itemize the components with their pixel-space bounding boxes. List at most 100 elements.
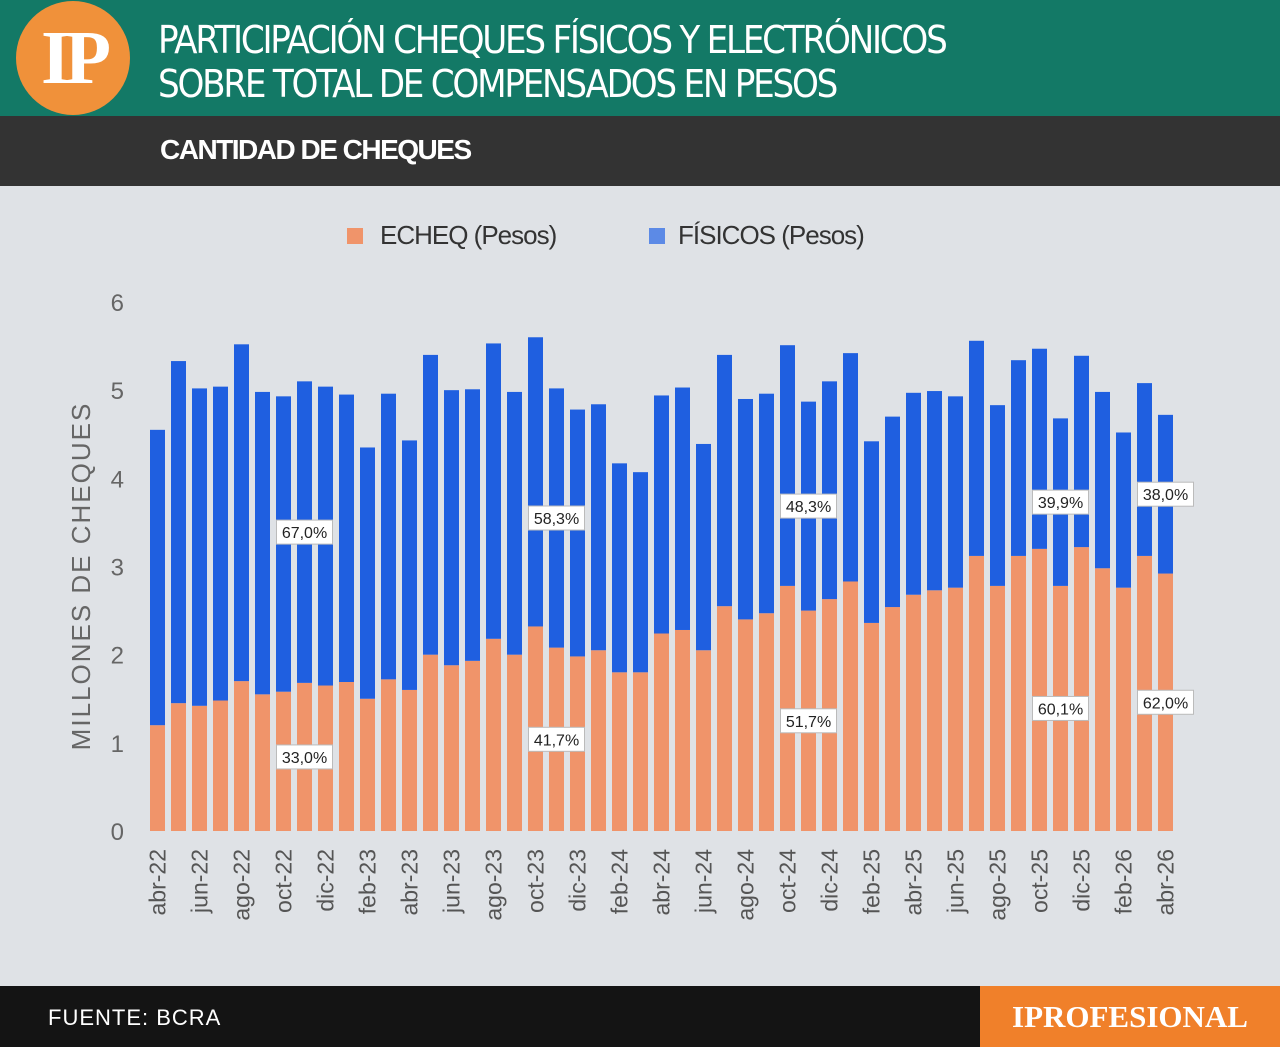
bar-echeq-ene-23 xyxy=(339,681,354,831)
x-tick-label-abr-22: abr-22 xyxy=(145,849,171,915)
x-tick-label-abr-23: abr-23 xyxy=(397,849,423,915)
chart-legend: ECHEQ (Pesos) FÍSICOS (Pesos) xyxy=(0,212,1280,256)
data-label-nov-25-fisicos: 39,9% xyxy=(1032,489,1089,515)
bar-fisicos-feb-23 xyxy=(360,447,375,699)
bar-fisicos-sep-24 xyxy=(759,393,774,614)
bar-echeq-feb-24 xyxy=(612,672,627,831)
bar-fisicos-mar-25 xyxy=(885,416,900,608)
x-tick-label-oct-24: oct-24 xyxy=(775,849,801,913)
bar-echeq-jul-23 xyxy=(465,660,480,831)
data-label-box xyxy=(780,493,837,519)
data-label-box xyxy=(1032,695,1089,721)
chart-title-line-2: SOBRE TOTAL DE COMPENSADOS EN PESOS xyxy=(158,62,838,106)
data-label-nov-22-fisicos: 67,0% xyxy=(276,519,333,545)
bar-echeq-jul-22 xyxy=(213,700,228,831)
x-tick-label-abr-26: abr-26 xyxy=(1153,849,1179,915)
bar-echeq-ene-24 xyxy=(591,650,606,831)
x-tick-label-jun-24: jun-24 xyxy=(691,849,717,914)
bar-echeq-abr-23 xyxy=(402,689,417,831)
bar-echeq-jun-25 xyxy=(948,587,963,831)
bar-fisicos-dic-25 xyxy=(1074,355,1089,548)
bar-fisicos-ago-22 xyxy=(234,344,249,682)
data-label-text: 33,0% xyxy=(282,750,327,767)
x-tick-label-feb-25: feb-25 xyxy=(859,849,885,914)
legend-swatch-echeq xyxy=(347,228,363,244)
x-tick-label-dic-22: dic-22 xyxy=(313,849,339,912)
legend-label-echeq: ECHEQ (Pesos) xyxy=(380,220,557,250)
bar-echeq-may-25 xyxy=(927,590,942,831)
bar-fisicos-jul-24 xyxy=(717,354,732,607)
bar-echeq-feb-23 xyxy=(360,698,375,831)
bar-fisicos-may-24 xyxy=(675,387,690,630)
bar-fisicos-sep-25 xyxy=(1011,360,1026,556)
data-label-box xyxy=(528,505,585,531)
legend-swatch-fisicos xyxy=(649,228,665,244)
x-tick-label-ago-22: ago-22 xyxy=(229,849,255,921)
bar-echeq-ago-22 xyxy=(234,681,249,831)
data-label-text: 38,0% xyxy=(1143,487,1188,504)
bar-echeq-ene-26 xyxy=(1095,568,1110,831)
brand-logo-text: IPROFESIONAL xyxy=(1012,999,1248,1034)
y-tick-label-5: 5 xyxy=(111,378,124,405)
bar-fisicos-ago-24 xyxy=(738,398,753,620)
bar-echeq-may-23 xyxy=(423,654,438,831)
data-label-box xyxy=(1137,481,1194,507)
bar-echeq-oct-25 xyxy=(1032,548,1047,831)
x-tick-label-jun-22: jun-22 xyxy=(187,849,213,914)
data-label-text: 67,0% xyxy=(282,525,327,542)
data-label-nov-23-echeq: 41,7% xyxy=(528,726,585,752)
bar-echeq-jun-24 xyxy=(696,650,711,831)
legend-label-fisicos: FÍSICOS (Pesos) xyxy=(678,220,865,250)
stacked-bar-chart: 0 1 2 3 4 5 6 abr-22 jun-22 ago-22 oct-22 dic-22 fe… xyxy=(66,290,1194,921)
bar-fisicos-may-23 xyxy=(423,354,438,655)
x-tick-label-ago-24: ago-24 xyxy=(733,849,759,921)
bar-fisicos-jun-22 xyxy=(192,388,207,706)
bar-echeq-feb-26 xyxy=(1116,587,1131,831)
data-label-box xyxy=(1137,689,1194,715)
y-tick-label-0: 0 xyxy=(111,819,124,846)
bar-fisicos-ene-24 xyxy=(591,404,606,651)
y-tick-label-1: 1 xyxy=(111,731,124,758)
chart-title-line-1: PARTICIPACIÓN CHEQUES FÍSICOS Y ELECTRÓN… xyxy=(158,18,948,62)
data-label-text: 51,7% xyxy=(786,714,831,731)
data-label-box xyxy=(276,744,333,770)
bar-echeq-dic-25 xyxy=(1074,547,1089,831)
bar-echeq-jul-24 xyxy=(717,606,732,831)
bar-fisicos-abr-24 xyxy=(654,395,669,634)
x-tick-label-jun-23: jun-23 xyxy=(439,849,465,914)
bar-fisicos-ene-26 xyxy=(1095,391,1110,569)
bar-fisicos-feb-24 xyxy=(612,463,627,673)
bar-echeq-may-24 xyxy=(675,629,690,831)
x-tick-label-dic-24: dic-24 xyxy=(817,849,843,912)
x-tick-label-abr-24: abr-24 xyxy=(649,849,675,916)
bar-fisicos-jul-25 xyxy=(969,340,984,556)
x-tick-label-oct-23: oct-23 xyxy=(523,849,549,913)
data-label-box xyxy=(1032,489,1089,515)
x-tick-label-feb-26: feb-26 xyxy=(1111,849,1137,914)
x-tick-label-ago-23: ago-23 xyxy=(481,849,507,921)
bar-echeq-feb-25 xyxy=(864,622,879,831)
brand-box xyxy=(980,986,1280,1047)
y-axis-label: MILLONES DE CHEQUES xyxy=(66,402,96,751)
bar-echeq-may-22 xyxy=(171,703,186,831)
data-label-text: 41,7% xyxy=(534,732,579,749)
data-label-box xyxy=(780,708,837,734)
x-tick-label-oct-25: oct-25 xyxy=(1027,849,1053,913)
bar-echeq-abr-22 xyxy=(150,725,165,831)
bar-fisicos-sep-22 xyxy=(255,391,270,695)
bar-echeq-sep-22 xyxy=(255,694,270,831)
data-label-text: 58,3% xyxy=(534,511,579,528)
data-label-nov-22-echeq: 33,0% xyxy=(276,744,333,770)
bar-echeq-abr-25 xyxy=(906,594,921,831)
data-label-nov-24-fisicos: 48,3% xyxy=(780,493,837,519)
data-label-nov-23-fisicos: 58,3% xyxy=(528,505,585,531)
bar-fisicos-jun-24 xyxy=(696,443,711,651)
bar-fisicos-may-22 xyxy=(171,361,186,704)
bar-echeq-ago-25 xyxy=(990,585,1005,831)
bar-fisicos-mar-24 xyxy=(633,472,648,673)
bar-fisicos-ago-23 xyxy=(486,343,501,639)
data-label-abr-26-echeq: 62,0% xyxy=(1137,689,1194,715)
bar-fisicos-abr-25 xyxy=(906,392,921,595)
bar-fisicos-ene-23 xyxy=(339,394,354,682)
bar-echeq-jun-22 xyxy=(192,705,207,831)
